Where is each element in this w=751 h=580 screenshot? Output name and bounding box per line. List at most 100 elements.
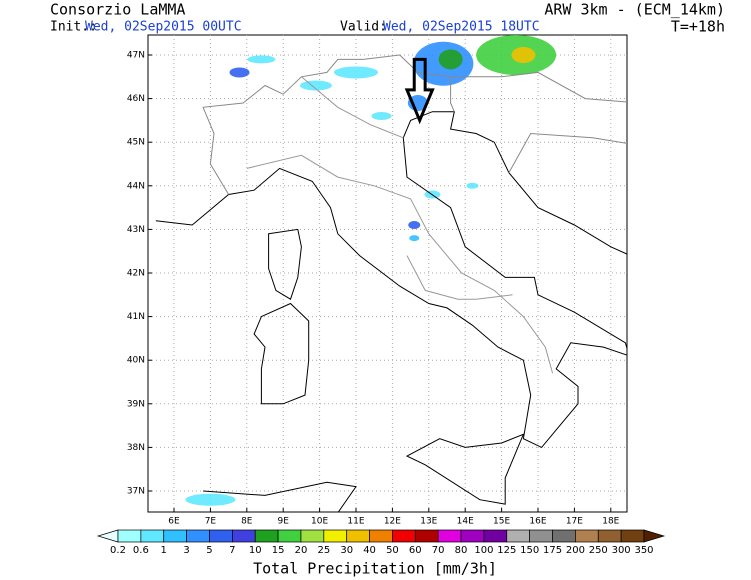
lon-label: 6E <box>168 517 180 527</box>
colorbar-box <box>163 529 187 543</box>
colorbar-box <box>552 529 576 543</box>
colorbar-box <box>277 529 302 543</box>
colorbar-box <box>117 529 142 543</box>
rain-area <box>409 235 420 242</box>
corsica <box>268 228 302 300</box>
colorbar-label: 1 <box>161 545 167 556</box>
colorbar-label: 5 <box>206 545 212 556</box>
lon-label: 8E <box>241 517 253 527</box>
colorbar-label: 70 <box>432 545 445 556</box>
colorbar-title: Total Precipitation [mm/3h] <box>253 560 497 578</box>
colorbar-box <box>323 529 348 543</box>
colorbar-label: 7 <box>229 545 235 556</box>
colorbar-box <box>414 529 439 543</box>
colorbar-box <box>620 529 645 543</box>
colorbar-box <box>140 529 165 543</box>
map-content <box>148 35 627 512</box>
lat-label: 41N <box>127 312 145 322</box>
lon-label: 17E <box>566 517 583 527</box>
colorbar-label: 60 <box>409 545 422 556</box>
arrow-marker <box>404 57 435 125</box>
colorbar-cap <box>96 529 119 543</box>
lead-time: T=+18h <box>671 18 725 36</box>
colorbar-label: 40 <box>363 545 376 556</box>
colorbar-label: 50 <box>386 545 399 556</box>
lat-label: 43N <box>127 225 145 235</box>
lat-label: 46N <box>127 94 145 104</box>
colorbar-box <box>369 529 393 543</box>
colorbar-label: 175 <box>543 545 562 556</box>
init-value: Wed, 02Sep2015 00UTC <box>85 20 242 35</box>
lat-label: 37N <box>127 487 145 497</box>
colorbar-label: 0.6 <box>133 545 149 556</box>
lon-label: 15E <box>493 517 510 527</box>
rain-area <box>229 67 250 78</box>
colorbar-box <box>392 529 416 543</box>
colorbar-label: 30 <box>340 545 353 556</box>
coastline <box>155 111 627 449</box>
map: 47N 46N 45N 44N 43N 42N 41N 40N 39N 38N 37N 6E 7E 8E 9… <box>127 34 628 527</box>
sicily <box>405 433 525 505</box>
lon-label: 9E <box>277 517 289 527</box>
header: Consorzio LaMMA Init.: Wed, 02Sep2015 00… <box>50 1 725 36</box>
rain-area <box>466 182 479 189</box>
colorbar-label: 125 <box>497 545 516 556</box>
lat-label: 44N <box>127 181 145 191</box>
colorbar-label: 300 <box>612 545 631 556</box>
lon-label: 14E <box>457 517 474 527</box>
colorbar-box <box>254 529 279 543</box>
sardinia <box>253 302 310 405</box>
colorbar: 0.2 0.6 1 3 5 7 10 15 20 25 30 40 50 60 70 80 100 125 150 1… <box>96 529 666 578</box>
border <box>508 132 627 173</box>
colorbar-label: 80 <box>455 545 468 556</box>
colorbar-box <box>506 529 531 543</box>
rain-area <box>408 221 421 230</box>
rain-area <box>511 47 536 63</box>
colorbar-label: 10 <box>249 545 262 556</box>
colorbar-label: 20 <box>295 545 308 556</box>
colorbar-label: 200 <box>566 545 585 556</box>
lon-label: 11E <box>347 517 364 527</box>
rain-area <box>299 80 332 91</box>
colorbar-label: 0.2 <box>110 545 126 556</box>
colorbar-label: 15 <box>272 545 285 556</box>
header-title: Consorzio LaMMA <box>50 1 185 19</box>
region-border <box>301 76 404 139</box>
model-label: ARW 3km - (ECM_14km) <box>544 1 725 19</box>
colorbar-label: 3 <box>183 545 189 556</box>
colorbar-box <box>437 529 462 543</box>
rain-area <box>438 49 463 70</box>
rain-area <box>334 66 378 79</box>
colorbar-box <box>209 529 233 543</box>
valid-label: Valid: <box>340 20 387 35</box>
colorbar-label: 350 <box>634 545 653 556</box>
colorbar-label: 250 <box>589 545 608 556</box>
lon-label: 16E <box>529 517 546 527</box>
colorbar-label: 25 <box>317 545 330 556</box>
lat-label: 40N <box>127 356 145 366</box>
colorbar-box <box>186 529 210 543</box>
lat-label: 45N <box>127 138 145 148</box>
rain-area <box>247 55 276 64</box>
africa-coast <box>203 481 357 512</box>
rain-area <box>371 112 392 121</box>
lon-label: 12E <box>384 517 401 527</box>
colorbar-box <box>300 529 325 543</box>
lon-label: 7E <box>205 517 217 527</box>
lat-label: 47N <box>127 51 145 61</box>
lat-label: 39N <box>127 399 145 409</box>
init-label: Init.: <box>50 20 97 35</box>
colorbar-box <box>575 529 599 543</box>
colorbar-box <box>597 529 622 543</box>
colorbar-cap <box>643 529 666 543</box>
rain-area <box>185 493 236 506</box>
colorbar-box <box>231 529 256 543</box>
colorbar-label: 100 <box>474 545 493 556</box>
lon-label: 18E <box>602 517 619 527</box>
colorbar-box <box>460 529 485 543</box>
lon-label: 13E <box>420 517 437 527</box>
colorbar-box <box>346 529 370 543</box>
colorbar-label: 150 <box>520 545 539 556</box>
lon-label: 10E <box>311 517 328 527</box>
